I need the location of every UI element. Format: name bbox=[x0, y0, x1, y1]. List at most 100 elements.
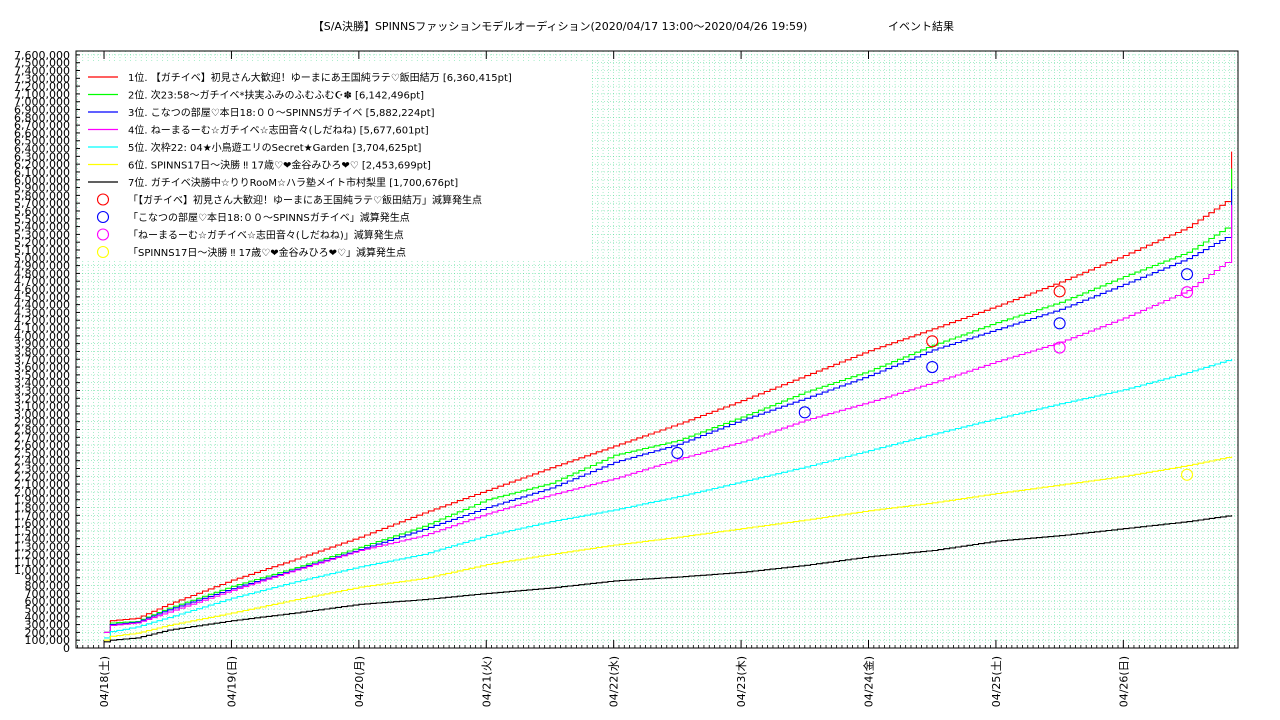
series-line-4 bbox=[104, 204, 1233, 633]
y-tick-label: 5,300,000 bbox=[14, 228, 70, 241]
y-tick-label: 2,400,000 bbox=[14, 455, 70, 468]
plot-frame bbox=[75, 50, 1239, 649]
y-tick-label: 2,800,000 bbox=[14, 423, 70, 436]
legend-box bbox=[82, 62, 592, 260]
y-tick-label: 6,900,000 bbox=[14, 104, 70, 117]
y-tick-label: 4,700,000 bbox=[14, 275, 70, 288]
y-tick-label: 4,000,000 bbox=[14, 330, 70, 343]
y-tick-label: 5,100,000 bbox=[14, 244, 70, 257]
x-tick-label: 04/24(金) bbox=[862, 656, 876, 707]
y-tick-label: 1,700,000 bbox=[14, 509, 70, 522]
y-tick-label: 6,700,000 bbox=[14, 119, 70, 132]
y-tick-label: 2,300,000 bbox=[14, 463, 70, 476]
legend-marker-label-1: 「【ガチイベ】初見さん大歓迎！ゆーまにあ王国純ラテ♡飯田結万」減算発生点 bbox=[128, 194, 482, 207]
y-tick-label: 5,400,000 bbox=[14, 221, 70, 234]
x-tick-label: 04/25(土) bbox=[990, 656, 1003, 707]
y-tick-label: 1,800,000 bbox=[14, 502, 70, 515]
y-tick-label: 7,100,000 bbox=[14, 88, 70, 101]
y-tick-label: 1,600,000 bbox=[14, 517, 70, 530]
y-tick-label: 4,100,000 bbox=[14, 322, 70, 335]
y-tick-label: 3,000,000 bbox=[14, 408, 70, 421]
series-line-5 bbox=[104, 358, 1233, 639]
legend-label-6: 6位. SPINNS17日〜決勝 ‼ 17歳♡❤金谷みひろ❤♡ [2,453,6… bbox=[128, 159, 431, 172]
y-tick-label: 1,400,000 bbox=[14, 533, 70, 546]
y-tick-label: 400,000 bbox=[25, 611, 71, 624]
y-tick-label: 4,500,000 bbox=[14, 291, 70, 304]
y-tick-label: 1,000,000 bbox=[14, 564, 70, 577]
y-tick-label: 5,800,000 bbox=[14, 189, 70, 202]
y-tick-label: 4,400,000 bbox=[14, 299, 70, 312]
y-tick-label: 2,600,000 bbox=[14, 439, 70, 452]
marker-point-2 bbox=[671, 446, 684, 459]
y-tick-label: 6,500,000 bbox=[14, 135, 70, 148]
y-tick-label: 6,200,000 bbox=[14, 158, 70, 171]
y-tick-label: 1,300,000 bbox=[14, 541, 70, 554]
y-tick-label: 7,500,000 bbox=[14, 57, 70, 70]
x-tick-label: 04/20(月) bbox=[353, 656, 366, 707]
y-tick-label: 1,100,000 bbox=[14, 556, 70, 569]
y-tick-label: 2,000,000 bbox=[14, 486, 70, 499]
y-tick-label: 0 bbox=[63, 642, 70, 655]
y-tick-label: 3,600,000 bbox=[14, 361, 70, 374]
y-tick-label: 5,600,000 bbox=[14, 205, 70, 218]
y-tick-label: 5,700,000 bbox=[14, 197, 70, 210]
marker-point-2 bbox=[798, 406, 811, 419]
y-tick-label: 4,300,000 bbox=[14, 306, 70, 319]
legend-label-3: 3位. こなつの部屋♡本日18:００〜SPINNSガチイベ [5,882,224… bbox=[128, 106, 435, 119]
legend: 1位. 【ガチイベ】初見さん大歓迎！ゆーまにあ王国純ラテ♡飯田結万 [6,360… bbox=[82, 62, 592, 260]
marker-point-2 bbox=[926, 361, 939, 374]
legend-label-4: 4位. ねーまるーむ☆ガチイベ☆志田音々(しだねね) [5,677,601pt] bbox=[128, 124, 429, 137]
y-tick-label: 3,200,000 bbox=[14, 392, 70, 405]
y-tick-label: 1,200,000 bbox=[14, 548, 70, 561]
y-tick-label: 5,200,000 bbox=[14, 236, 70, 249]
x-tick-label: 04/22(水) bbox=[608, 656, 621, 707]
legend-label-5: 5位. 次枠22: 04★小鳥遊エリのSecret★Garden [3,704,… bbox=[128, 141, 422, 154]
y-tick-label: 3,100,000 bbox=[14, 400, 70, 413]
y-tick-label: 3,800,000 bbox=[14, 345, 70, 358]
chart-subtitle: イベント結果 bbox=[888, 19, 954, 33]
markers-group bbox=[671, 268, 1194, 481]
y-tick-label: 7,200,000 bbox=[14, 80, 70, 93]
y-tick-label: 6,400,000 bbox=[14, 143, 70, 156]
y-tick-label: 1,500,000 bbox=[14, 525, 70, 538]
series-line-6 bbox=[104, 456, 1233, 641]
y-tick-label: 600,000 bbox=[25, 595, 71, 608]
y-tick-label: 5,500,000 bbox=[14, 213, 70, 226]
y-tick-label: 2,700,000 bbox=[14, 431, 70, 444]
y-tick-label: 3,300,000 bbox=[14, 384, 70, 397]
y-tick-label: 2,100,000 bbox=[14, 478, 70, 491]
x-tick-label: 04/21(火) bbox=[480, 656, 493, 707]
y-tick-label: 5,900,000 bbox=[14, 182, 70, 195]
y-tick-label: 3,400,000 bbox=[14, 377, 70, 390]
marker-point-1 bbox=[1053, 285, 1066, 298]
y-tick-label: 4,200,000 bbox=[14, 314, 70, 327]
y-tick-label: 2,200,000 bbox=[14, 470, 70, 483]
y-tick-label: 2,900,000 bbox=[14, 416, 70, 429]
marker-point-3 bbox=[1180, 286, 1194, 299]
y-tick-label: 7,400,000 bbox=[14, 65, 70, 78]
legend-marker-4 bbox=[96, 245, 110, 259]
y-tick-label: 300,000 bbox=[25, 619, 71, 632]
y-tick-label: 3,500,000 bbox=[14, 369, 70, 382]
series-line-1 bbox=[104, 151, 1233, 633]
marker-point-2 bbox=[1053, 317, 1066, 330]
y-tick-label: 200,000 bbox=[25, 626, 71, 639]
y-tick-label: 500,000 bbox=[25, 603, 71, 616]
chart-title: 【S/A決勝】SPINNSファッションモデルオーディション(2020/04/17… bbox=[313, 19, 808, 33]
y-tick-label: 6,800,000 bbox=[14, 111, 70, 124]
y-tick-label: 700,000 bbox=[25, 587, 71, 600]
legend-marker-label-2: 「こなつの部屋♡本日18:００〜SPINNSガチイベ」減算発生点 bbox=[128, 211, 410, 224]
y-tick-label: 3,900,000 bbox=[14, 338, 70, 351]
legend-marker-label-3: 「ねーまるーむ☆ガチイベ☆志田音々(しだねね)」減算発生点 bbox=[128, 229, 404, 242]
y-tick-label: 4,900,000 bbox=[14, 260, 70, 273]
y-tick-label: 6,600,000 bbox=[14, 127, 70, 140]
legend-label-2: 2位. 次23:58〜ガチイベ*扶実ふみのふむふむ☪✽ [6,142,496pt… bbox=[128, 89, 424, 102]
y-tick-label: 6,300,000 bbox=[14, 150, 70, 163]
y-tick-label: 900,000 bbox=[25, 572, 71, 585]
x-tick-label: 04/19(日) bbox=[225, 656, 238, 707]
y-tick-label: 7,600,000 bbox=[14, 49, 70, 62]
series-group bbox=[104, 151, 1233, 643]
series-line-7 bbox=[104, 515, 1233, 643]
